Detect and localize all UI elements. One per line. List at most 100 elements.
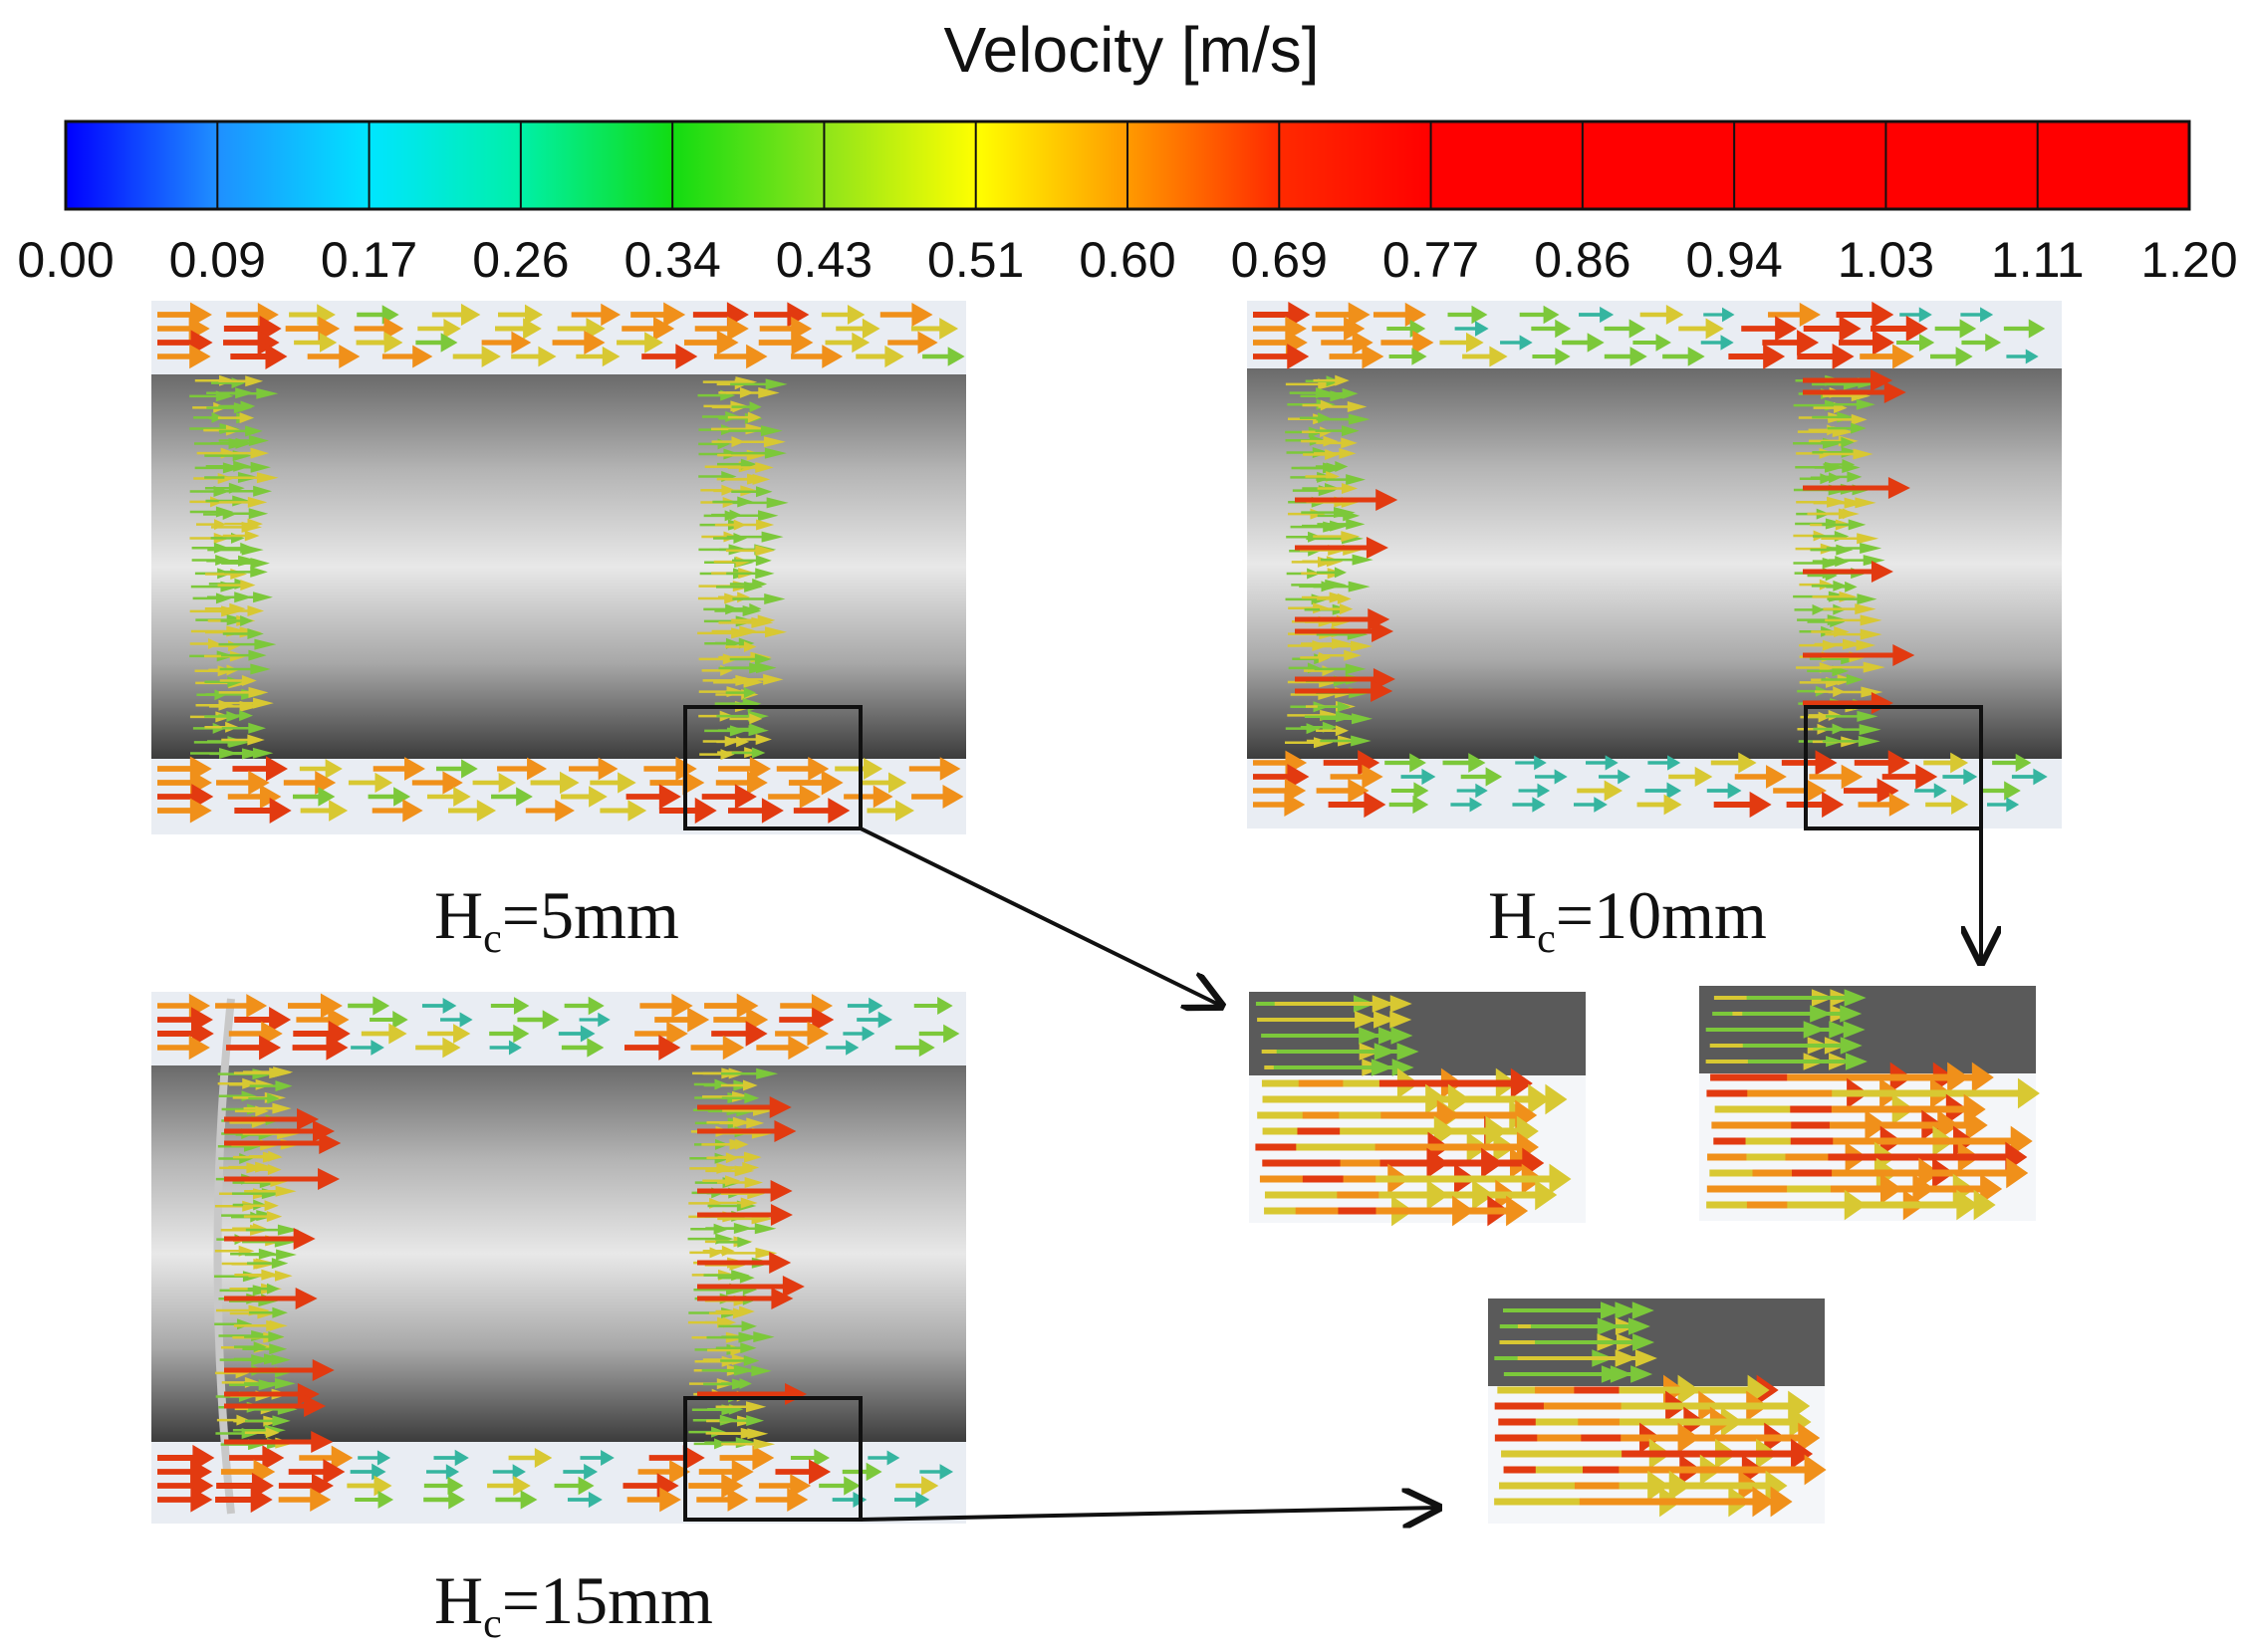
colorbar-dividers bbox=[216, 121, 2039, 209]
velocity-vector bbox=[1979, 781, 2021, 801]
velocity-vector bbox=[1762, 330, 1820, 355]
velocity-vector bbox=[230, 343, 288, 370]
velocity-vector bbox=[711, 509, 742, 521]
velocity-vector bbox=[1253, 344, 1310, 369]
velocity-vector bbox=[157, 330, 213, 355]
velocity-vector bbox=[1803, 692, 1893, 714]
velocity-vector bbox=[726, 386, 780, 398]
velocity-vector bbox=[242, 1354, 291, 1366]
velocity-vector bbox=[713, 344, 768, 369]
velocity-vector bbox=[1384, 753, 1426, 773]
velocity-vector bbox=[821, 304, 866, 326]
velocity-vector bbox=[1375, 1195, 1529, 1227]
velocity-vector bbox=[1292, 995, 1412, 1013]
colorbar-tick-label: 0.69 bbox=[1231, 232, 1328, 288]
zoom-inset-hc15 bbox=[1488, 1298, 1827, 1524]
velocity-vector bbox=[721, 1247, 778, 1259]
velocity-vector bbox=[300, 800, 349, 822]
velocity-vector bbox=[1317, 510, 1361, 522]
velocity-vector bbox=[489, 1040, 522, 1056]
velocity-vector bbox=[844, 785, 893, 809]
velocity-vector bbox=[216, 770, 270, 796]
velocity-vector bbox=[495, 1490, 538, 1510]
velocity-vector bbox=[243, 1200, 279, 1212]
velocity-vector bbox=[452, 345, 501, 368]
velocity-vector bbox=[1313, 581, 1371, 592]
velocity-vector bbox=[1797, 343, 1855, 370]
velocity-vector bbox=[1313, 531, 1361, 543]
velocity-vector bbox=[1619, 1406, 1812, 1438]
velocity-vector bbox=[1574, 797, 1608, 813]
velocity-vector bbox=[157, 798, 212, 824]
velocity-vector bbox=[1832, 1077, 2040, 1109]
colorbar-tick-label: 1.03 bbox=[1838, 232, 1934, 288]
panel-hc5 bbox=[151, 301, 966, 834]
velocity-vector bbox=[224, 1288, 318, 1309]
velocity-vector bbox=[1294, 1059, 1414, 1076]
velocity-vector bbox=[242, 1343, 288, 1355]
velocity-vector bbox=[1647, 755, 1681, 771]
velocity-vector bbox=[214, 1200, 261, 1212]
velocity-vector bbox=[719, 1445, 775, 1471]
velocity-vector bbox=[2011, 768, 2048, 786]
velocity-vector bbox=[189, 533, 230, 545]
velocity-vector bbox=[1914, 783, 1947, 799]
velocity-vector bbox=[867, 800, 915, 822]
velocity-vector bbox=[218, 400, 256, 412]
velocity-vector bbox=[373, 757, 425, 781]
velocity-vector bbox=[157, 1487, 213, 1513]
velocity-vector bbox=[348, 772, 393, 794]
velocity-vector bbox=[1330, 764, 1383, 790]
velocity-vector bbox=[530, 771, 580, 795]
connector-arrow-hc15 bbox=[860, 1508, 1438, 1520]
velocity-vector bbox=[758, 1474, 812, 1498]
velocity-vector bbox=[440, 1012, 473, 1028]
velocity-vector bbox=[732, 673, 784, 685]
velocity-vector bbox=[225, 1035, 282, 1061]
velocity-vector bbox=[919, 1464, 954, 1480]
velocity-vector bbox=[1662, 347, 1705, 366]
velocity-vector bbox=[775, 1459, 832, 1485]
velocity-vector bbox=[2003, 319, 2046, 339]
velocity-vector bbox=[727, 510, 779, 522]
velocity-vector bbox=[218, 435, 269, 447]
velocity-vector bbox=[415, 1037, 461, 1059]
velocity-vector bbox=[637, 1460, 691, 1484]
velocity-vector bbox=[908, 757, 961, 781]
velocity-vector bbox=[893, 1491, 930, 1509]
velocity-vector bbox=[1537, 1349, 1657, 1367]
velocity-vector bbox=[423, 1476, 464, 1496]
velocity-vector bbox=[1400, 768, 1436, 786]
velocity-vector bbox=[856, 345, 904, 368]
velocity-vector bbox=[157, 1035, 210, 1061]
velocity-vector bbox=[576, 346, 621, 367]
velocity-vector bbox=[224, 1108, 320, 1130]
panel-hc15 bbox=[151, 992, 966, 1524]
velocity-vector bbox=[600, 800, 647, 822]
velocity-vector bbox=[1299, 1043, 1419, 1061]
velocity-vector bbox=[895, 1476, 939, 1496]
velocity-vector bbox=[1832, 1157, 2029, 1189]
velocity-vector bbox=[220, 461, 271, 473]
velocity-vector bbox=[292, 787, 336, 807]
velocity-vector bbox=[1285, 723, 1321, 735]
velocity-vector bbox=[697, 1120, 797, 1142]
velocity-vector bbox=[1519, 305, 1560, 325]
velocity-vector bbox=[1316, 474, 1367, 486]
velocity-vector bbox=[249, 1306, 288, 1318]
velocity-vector bbox=[1315, 460, 1349, 472]
velocity-vector bbox=[219, 663, 271, 675]
velocity-vector bbox=[1786, 791, 1845, 819]
panel-label-hc10: Hc=10mm bbox=[1488, 877, 1767, 962]
velocity-vector bbox=[1318, 401, 1368, 413]
velocity-vector bbox=[1833, 1125, 2033, 1157]
velocity-vector bbox=[224, 1431, 334, 1453]
zoom-box-hc5 bbox=[683, 705, 863, 830]
velocity-vector bbox=[563, 1463, 599, 1481]
velocity-vector bbox=[1831, 1093, 1986, 1125]
velocity-vector bbox=[1377, 1083, 1568, 1115]
velocity-vector bbox=[1378, 1067, 1533, 1099]
velocity-vector bbox=[1621, 1422, 1821, 1454]
velocity-vector bbox=[1293, 1027, 1413, 1045]
velocity-vector bbox=[204, 721, 239, 733]
